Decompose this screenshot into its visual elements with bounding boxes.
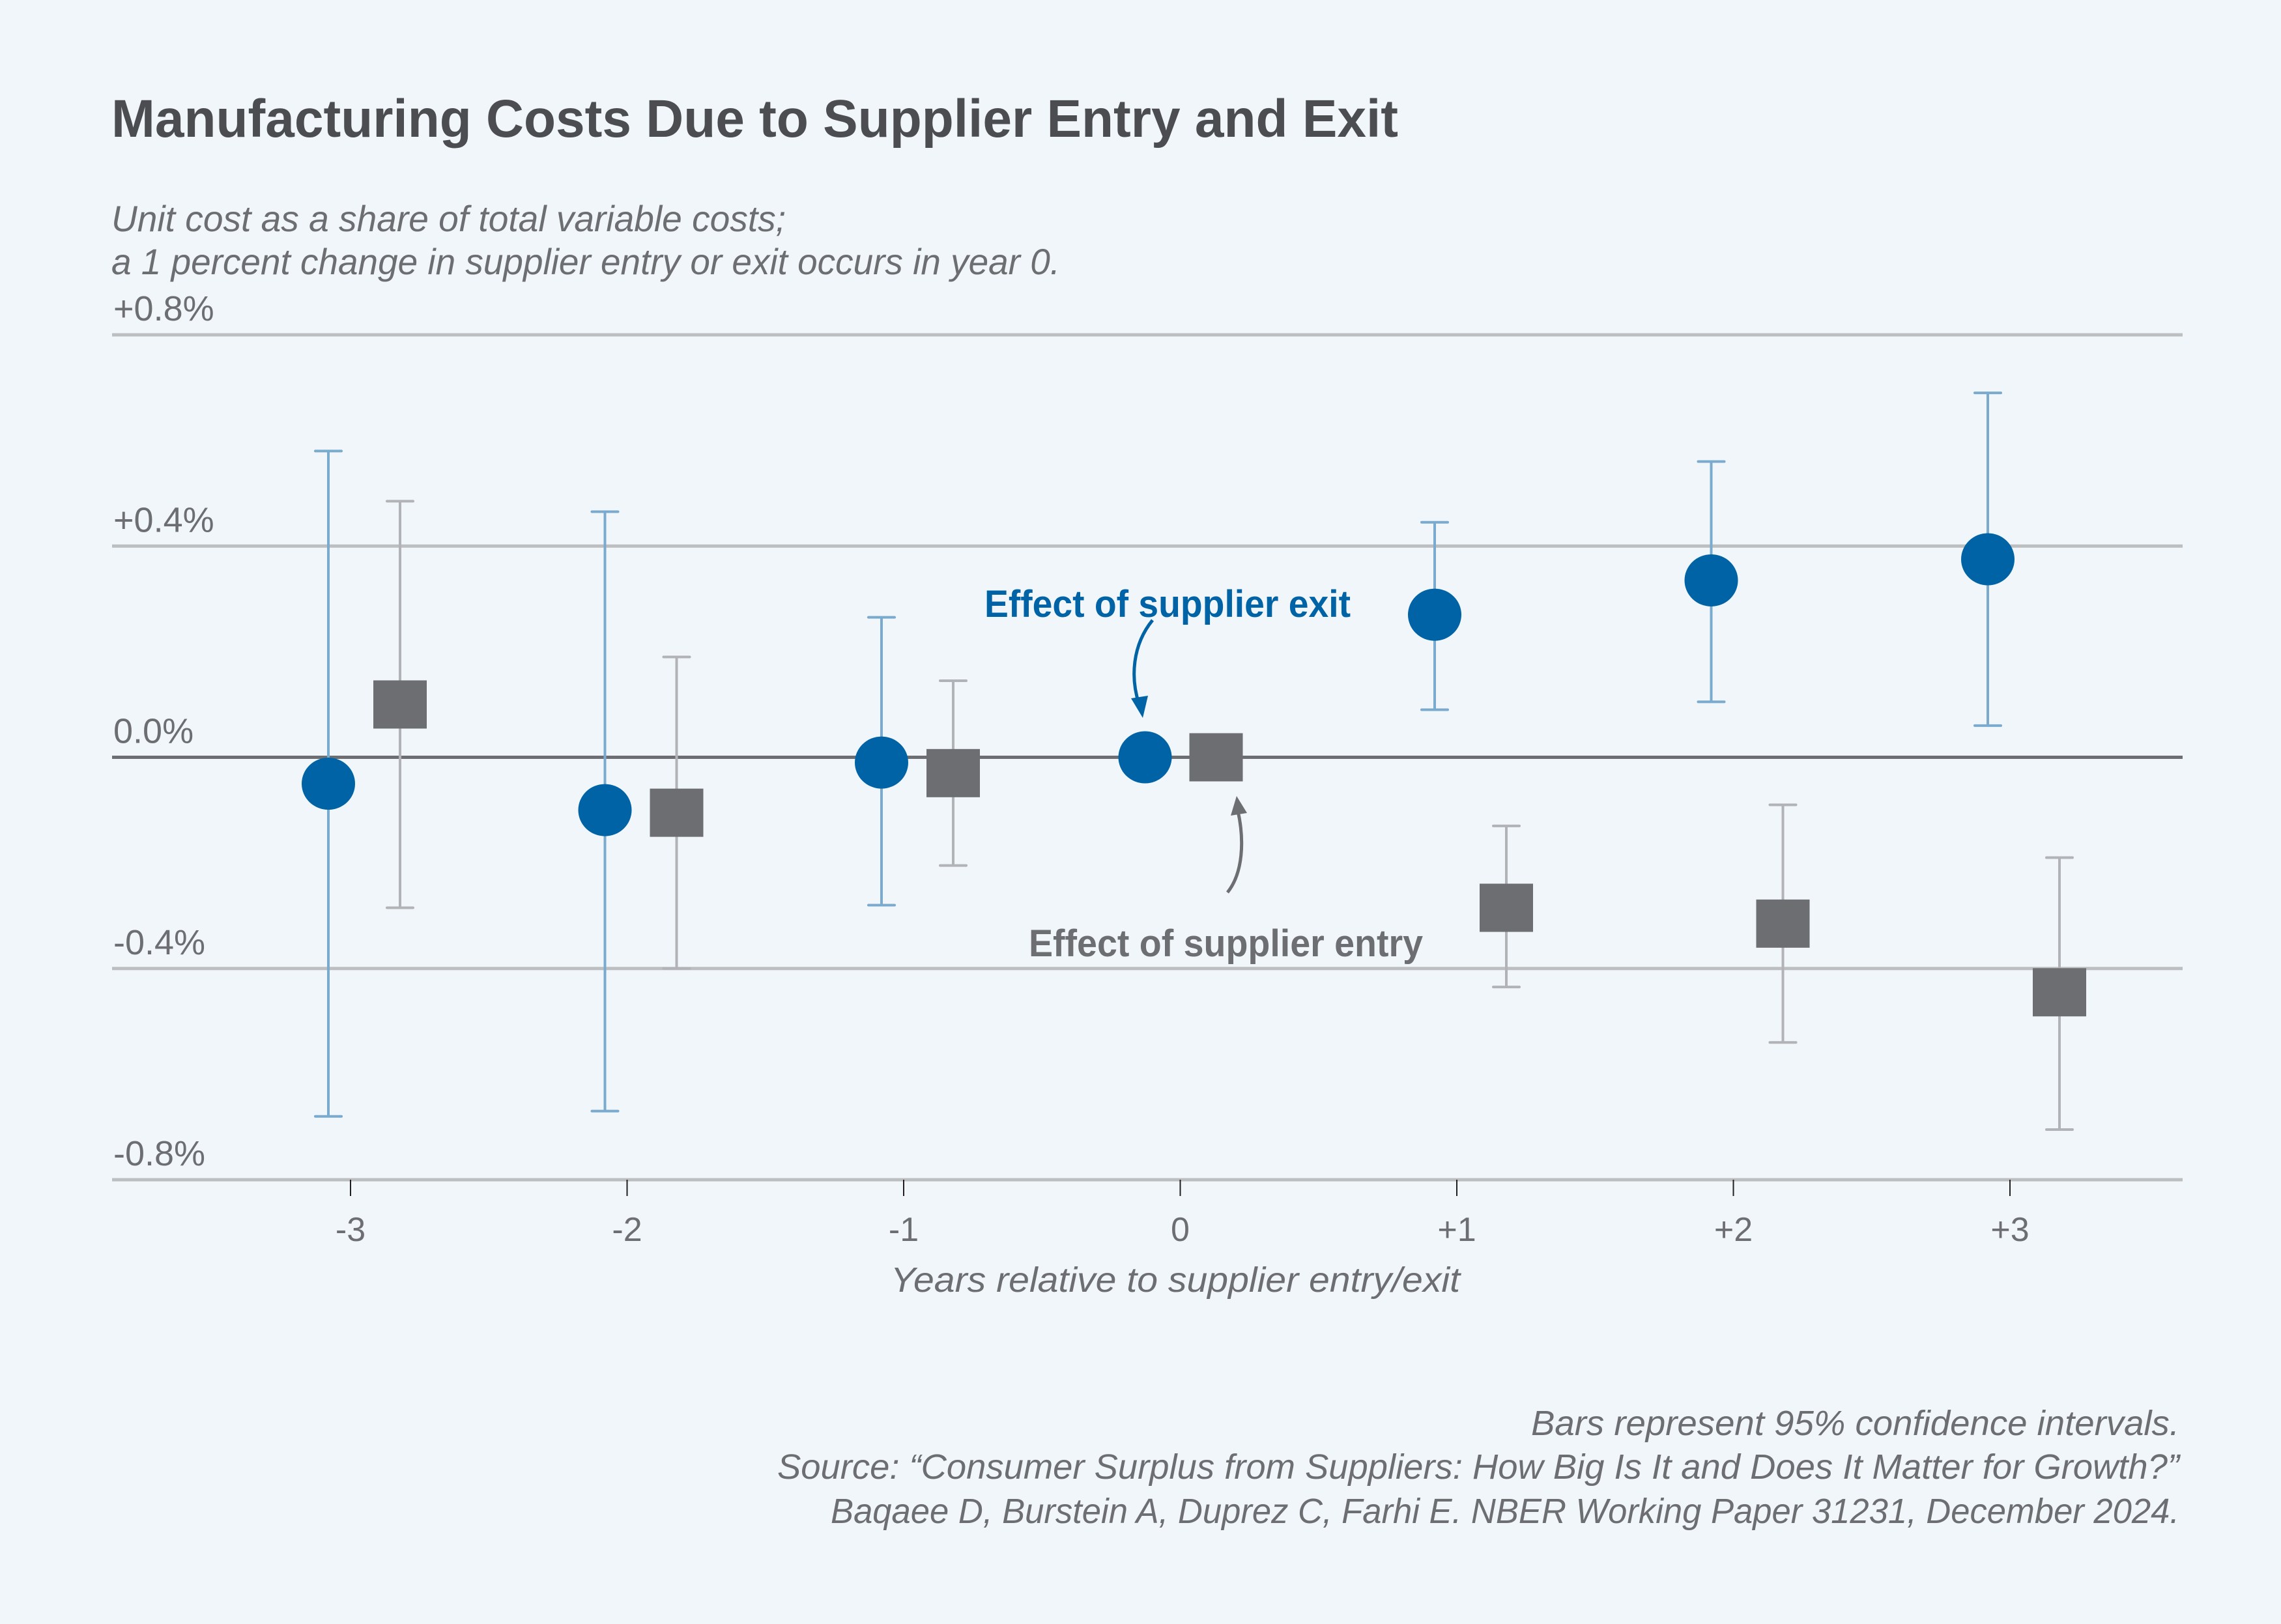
annotation-entry-arrowhead bbox=[1231, 796, 1247, 816]
annotation-exit: Effect of supplier exit bbox=[984, 583, 1351, 718]
y-tick-label: +0.4% bbox=[113, 500, 214, 539]
y-tick-label: +0.8% bbox=[113, 289, 214, 328]
entry-point bbox=[1756, 899, 1810, 948]
x-tick-label: -3 bbox=[336, 1211, 366, 1249]
footnote-source: Source: “Consumer Surplus from Suppliers… bbox=[777, 1447, 2181, 1487]
exit-point bbox=[1961, 533, 2015, 586]
exit-point bbox=[855, 736, 908, 789]
exit-point bbox=[578, 784, 632, 836]
x-axis-title: Years relative to supplier entry/exit bbox=[891, 1261, 1461, 1300]
x-tick-label: +2 bbox=[1714, 1211, 1753, 1249]
x-axis: -3 -2 -1 0 +1 +2 +3 bbox=[336, 1180, 2030, 1249]
footnote-citation: Baqaee D, Burstein A, Duprez C, Farhi E.… bbox=[831, 1492, 2179, 1531]
y-tick-label: 0.0% bbox=[113, 712, 194, 751]
y-tick-label: -0.4% bbox=[113, 923, 205, 962]
chart-subtitle-line-1: Unit cost as a share of total variable c… bbox=[111, 198, 786, 239]
entry-point bbox=[926, 748, 980, 797]
x-tick-label: 0 bbox=[1171, 1211, 1190, 1249]
entry-point bbox=[650, 788, 704, 837]
entry-point bbox=[1189, 733, 1243, 782]
x-tick-label: -2 bbox=[612, 1211, 642, 1249]
entry-point bbox=[1480, 883, 1533, 932]
annotation-entry: Effect of supplier entry bbox=[1029, 796, 1423, 965]
annotation-entry-arrow bbox=[1226, 810, 1244, 894]
entry-point bbox=[2033, 968, 2086, 1017]
exit-point bbox=[1408, 588, 1461, 641]
y-tick-label: -0.8% bbox=[113, 1134, 205, 1173]
y-axis-labels: +0.8% +0.4% 0.0% -0.4% -0.8% bbox=[113, 289, 214, 1173]
annotation-exit-arrowhead bbox=[1131, 696, 1148, 718]
annotation-exit-arrow bbox=[1132, 619, 1154, 704]
exit-point bbox=[302, 758, 355, 810]
exit-point bbox=[1118, 731, 1172, 784]
markers bbox=[302, 533, 2086, 1017]
x-tick-label: +1 bbox=[1437, 1211, 1476, 1249]
footnote-confidence: Bars represent 95% confidence intervals. bbox=[1531, 1404, 2179, 1443]
annotation-entry-label: Effect of supplier entry bbox=[1029, 922, 1423, 965]
x-tick-label: +3 bbox=[1990, 1211, 2029, 1249]
entry-point bbox=[373, 680, 427, 729]
x-tick-label: -1 bbox=[889, 1211, 919, 1249]
annotation-exit-label: Effect of supplier exit bbox=[984, 583, 1351, 625]
chart-subtitle-line-2: a 1 percent change in supplier entry or … bbox=[111, 241, 1060, 282]
chart-title: Manufacturing Costs Due to Supplier Entr… bbox=[111, 89, 1398, 149]
exit-point bbox=[1684, 554, 1738, 606]
